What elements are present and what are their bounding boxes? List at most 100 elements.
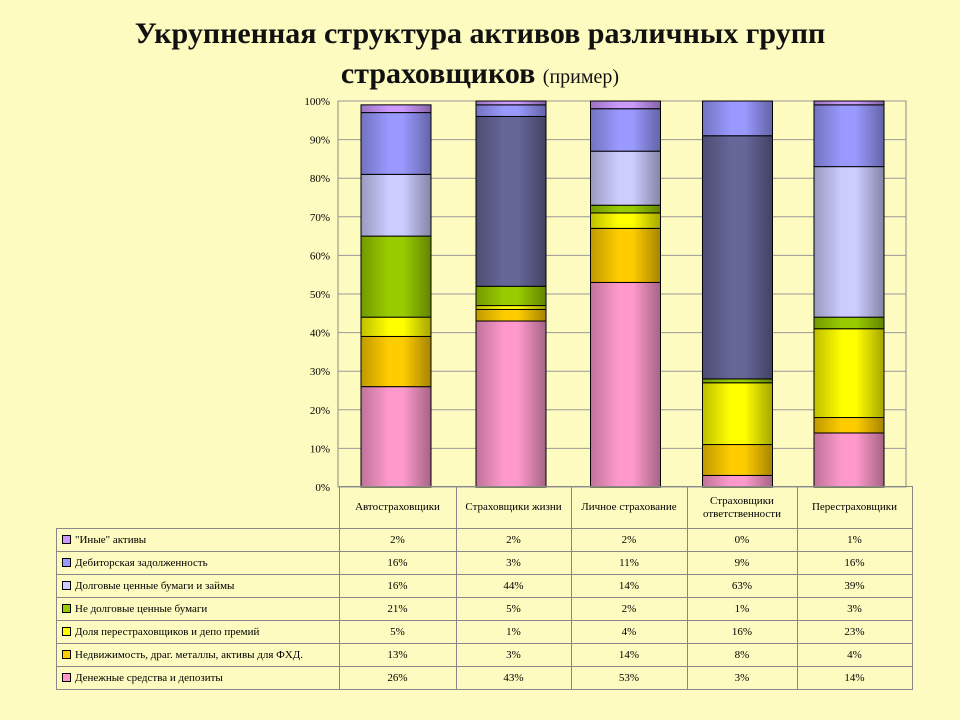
- category-label: Личное страхование: [570, 486, 688, 529]
- data-label: 39%: [796, 574, 913, 598]
- bar-segment-shade: [814, 104, 884, 167]
- bar-segment-shade: [590, 282, 661, 487]
- data-label: 9%: [686, 551, 798, 575]
- table-row: Недвижимость, драг. металлы, активы для …: [56, 643, 913, 667]
- data-label: 14%: [796, 666, 913, 690]
- data-label: 5%: [338, 620, 457, 644]
- legend-label: Не долговые ценные бумаги: [75, 603, 208, 615]
- bar-segment-shade: [476, 104, 546, 117]
- legend-entry: "Иные" активы: [56, 528, 340, 552]
- table-row: Не долговые ценные бумаги 21% 5% 2% 1% 3%: [56, 597, 913, 621]
- y-axis: 0% 10% 20% 30% 40% 50% 60% 70% 80% 90% 100%: [304, 96, 330, 494]
- bar-segment-shade: [476, 116, 546, 287]
- bar-segment-shade: [476, 309, 546, 322]
- data-label: 1%: [455, 620, 572, 644]
- y-tick-label: 30%: [310, 366, 330, 378]
- y-tick-label: 40%: [310, 328, 330, 340]
- category-label: Страховщики жизни: [455, 486, 572, 529]
- table-row: Долговые ценные бумаги и займы 16% 44% 14% 6…: [56, 574, 913, 598]
- data-label: 2%: [570, 528, 688, 552]
- table-body: "Иные" активы 2% 2% 2% 0% 1% Дебиторская задол…: [56, 528, 913, 690]
- bar-segment-shade: [590, 205, 661, 213]
- data-label: 13%: [338, 643, 457, 667]
- title-line-2: страховщиков (пример): [0, 54, 960, 97]
- bar-segment-shade: [814, 317, 884, 329]
- table-row: Денежные средства и депозиты 26% 43% 53% 3% 1…: [56, 666, 913, 690]
- legend-swatch: [62, 650, 71, 659]
- data-label: 16%: [338, 551, 457, 575]
- bar-segment-shade: [702, 378, 773, 383]
- legend-swatch: [62, 581, 71, 590]
- category-label: Автостраховщики: [338, 486, 457, 529]
- data-label: 16%: [796, 551, 913, 575]
- data-label: 16%: [338, 574, 457, 598]
- y-tick-label: 90%: [310, 135, 330, 147]
- data-label: 1%: [796, 528, 913, 552]
- bar-segment-shade: [814, 417, 884, 433]
- bar-segment-shade: [702, 444, 773, 476]
- legend-swatch: [62, 673, 71, 682]
- bar-segment-shade: [361, 336, 431, 387]
- data-label: 3%: [455, 643, 572, 667]
- data-label: 3%: [686, 666, 798, 690]
- bar-segment-shade: [361, 104, 431, 113]
- data-label: 8%: [686, 643, 798, 667]
- data-label: 1%: [686, 597, 798, 621]
- bar-segment-shade: [702, 101, 773, 136]
- data-label: 2%: [338, 528, 457, 552]
- bar-segment-shade: [702, 475, 773, 487]
- bar-segment-shade: [476, 305, 546, 310]
- y-tick-label: 50%: [310, 289, 330, 301]
- data-label: 4%: [570, 620, 688, 644]
- bar-segment-shade: [590, 101, 661, 109]
- data-label: 53%: [570, 666, 688, 690]
- bar-segment-shade: [361, 317, 431, 337]
- y-tick-label: 100%: [304, 96, 330, 108]
- bar-segment-shade: [814, 166, 884, 318]
- table-row: Дебиторская задолженность 16% 3% 11% 9% 16%: [56, 551, 913, 575]
- y-tick-label: 60%: [310, 250, 330, 262]
- legend-swatch: [62, 627, 71, 636]
- bars: [360, 100, 885, 488]
- legend-entry: Не долговые ценные бумаги: [56, 597, 340, 621]
- bar-segment-shade: [476, 286, 546, 306]
- bar-segment-shade: [590, 151, 661, 206]
- legend-entry: Дебиторская задолженность: [56, 551, 340, 575]
- legend-entry: Денежные средства и депозиты: [56, 666, 340, 690]
- data-label: 5%: [455, 597, 572, 621]
- data-label: 44%: [455, 574, 572, 598]
- category-label: Страховщики ответственности: [686, 486, 798, 529]
- legend-label: Доля перестраховщиков и депо премий: [75, 626, 260, 638]
- legend-label: Денежные средства и депозиты: [75, 672, 223, 684]
- title-line-1: Укрупненная структура активов различных …: [134, 17, 826, 50]
- data-label: 3%: [455, 551, 572, 575]
- data-label: 43%: [455, 666, 572, 690]
- table-corner: [57, 487, 340, 529]
- legend-label: Долговые ценные бумаги и займы: [75, 580, 235, 592]
- data-label: 14%: [570, 643, 688, 667]
- bar-segment-shade: [361, 236, 431, 318]
- bar-segment-shade: [361, 386, 431, 487]
- legend-swatch: [62, 535, 71, 544]
- legend-entry: Недвижимость, драг. металлы, активы для …: [56, 643, 340, 667]
- legend-label: Недвижимость, драг. металлы, активы для …: [75, 649, 304, 661]
- y-tick-label: 20%: [310, 405, 330, 417]
- bar-segment-shade: [702, 135, 773, 379]
- bar-segment-shade: [814, 432, 884, 487]
- bar-segment-shade: [476, 101, 546, 105]
- table-row: Доля перестраховщиков и депо премий 5% 1% 4…: [56, 620, 913, 644]
- bar-segment-shade: [702, 382, 773, 445]
- data-label: 21%: [338, 597, 457, 621]
- bar-segment-shade: [476, 321, 546, 487]
- data-label: 2%: [570, 597, 688, 621]
- table-row: "Иные" активы 2% 2% 2% 0% 1%: [56, 528, 913, 552]
- legend-label: Дебиторская задолженность: [75, 557, 208, 569]
- title-subtitle: (пример): [542, 66, 620, 88]
- legend-swatch: [62, 604, 71, 613]
- data-label: 23%: [796, 620, 913, 644]
- legend-label: "Иные" активы: [75, 534, 147, 546]
- data-label: 14%: [570, 574, 688, 598]
- data-label: 26%: [338, 666, 457, 690]
- data-label: 4%: [796, 643, 913, 667]
